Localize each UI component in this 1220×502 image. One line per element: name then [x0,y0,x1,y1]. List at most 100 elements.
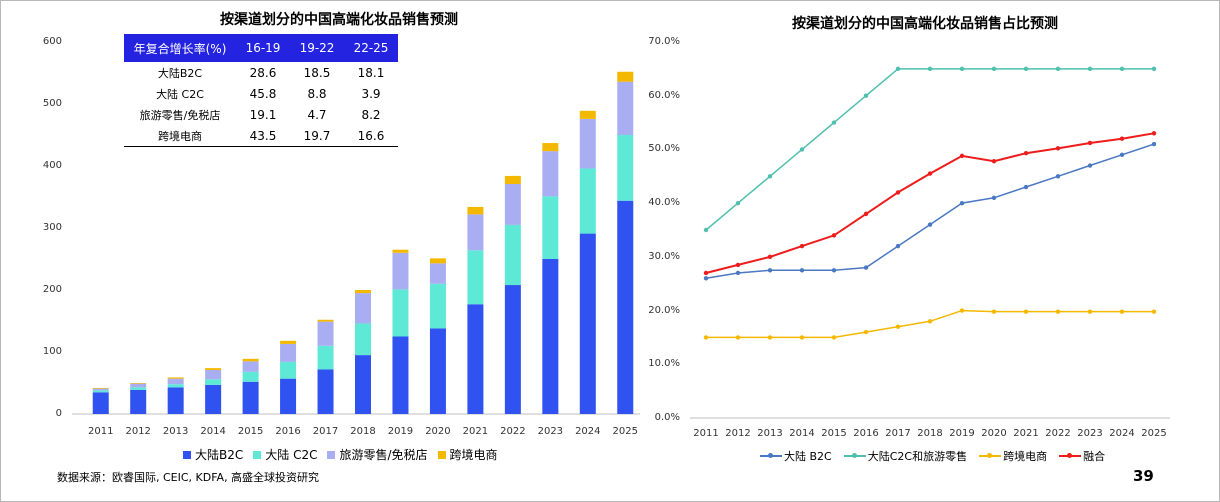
bar-segment [579,110,596,119]
bar-segment [242,361,259,372]
bar-segment [130,389,147,414]
x-tick-label: 2020 [981,428,1007,439]
x-tick-label: 2016 [853,428,879,439]
legend-item: 大陆 C2C [253,446,317,463]
x-tick-label: 2011 [87,426,114,437]
data-point [1055,309,1061,314]
bar-segment [429,328,446,414]
data-point [863,329,869,335]
data-point [991,159,997,164]
y-tick-label: 70.0% [648,36,680,47]
right-chart-title: 按渠道划分的中国高端化妆品销售占比预测 [792,16,1058,32]
bar-segment [130,387,147,390]
bar-segment [355,355,371,414]
bar-segment [467,250,484,305]
data-point [703,270,709,276]
data-point [1087,140,1093,146]
x-tick-label: 2014 [789,428,815,439]
bar-segment [280,361,297,379]
data-point [767,268,773,273]
bar-segment [617,135,634,201]
bar-segment [92,387,109,389]
bar-segment [504,224,521,286]
legend-label: 跨境电商 [1003,450,1048,463]
data-point [767,335,773,340]
legend-label: 大陆 C2C [265,448,318,462]
legend-item: 跨境电商 [979,448,1047,464]
data-point [1087,309,1093,314]
legend-item: 大陆C2C和旅游零售 [843,448,967,464]
legend-marker [979,452,1002,460]
legend-swatch [253,450,262,459]
cagr-cell: 16.6 [344,125,398,147]
data-point [831,335,837,340]
bar-segment [242,358,259,362]
bar-segment [504,175,521,184]
bar-segment [92,388,109,391]
bar-segment [617,81,634,135]
bar-segment [205,384,222,414]
data-point [1119,136,1125,141]
y-tick-label: 600 [42,36,62,47]
data-point [1119,66,1125,72]
bar-segment [355,293,371,324]
cagr-header-label: 年复合增长率(%) [124,34,236,62]
cagr-row-label: 大陆 C2C [156,87,204,101]
data-point [735,262,741,268]
x-tick-label: 2024 [575,426,601,437]
cagr-cell: 18.1 [357,65,385,80]
data-point [703,335,709,340]
bar-segment [617,200,634,414]
bar-segment [542,143,559,152]
cagr-cell: 8.2 [361,107,381,122]
data-point [799,147,805,152]
y-tick-label: 200 [42,284,62,295]
x-tick-label: 2015 [237,426,264,437]
cagr-table: 年复合增长率(%) 16-19 19-22 22-25 大陆B2C 28.6 1… [124,34,398,147]
bar-segment [467,304,484,414]
bar-segment [392,249,409,253]
legend-swatch [183,450,191,459]
bar-segment [167,377,184,379]
y-tick-label: 40.0% [648,197,680,209]
data-point [1023,150,1029,156]
x-tick-label: 2014 [200,426,226,437]
y-tick-label: 60.0% [648,89,680,101]
data-point [959,153,965,159]
data-point [799,268,805,273]
x-tick-label: 2017 [312,426,339,437]
bar-segment [167,378,184,385]
bar-segment [280,340,297,344]
cagr-cell: 8.8 [307,86,327,101]
x-tick-label: 2023 [1077,428,1103,439]
legend-marker [1059,452,1082,460]
cagr-row-label: 旅游零售/免税店 [139,108,221,122]
data-point [991,309,997,314]
cagr-header-period: 16-19 [236,34,290,62]
data-point [863,211,869,217]
bar-segment [167,387,184,414]
data-point [799,335,805,340]
cagr-table-row: 大陆 C2C 45.8 8.8 3.9 [124,83,398,104]
bar-segment [317,319,334,322]
bar-segment [467,206,484,215]
x-tick-label: 2013 [757,428,783,439]
x-tick-label: 2019 [949,428,975,439]
data-point [831,268,837,273]
data-point [895,243,901,249]
y-tick-label: 0.0% [654,412,680,423]
bar-segment [429,283,446,329]
x-tick-label: 2011 [693,428,719,439]
left-legend: 大陆B2C 大陆 C2C 旅游零售/免税店 跨境电商 [183,446,508,463]
left-chart-title: 按渠道划分的中国高端化妆品销售预测 [220,12,458,28]
series-line [706,309,1154,339]
right-legend: 大陆 B2C 大陆C2C和旅游零售 跨境电商 融合 [760,448,1117,464]
data-point [1119,152,1125,157]
source-note: 数据来源：欧睿国际, CEIC, KDFA, 高盛全球投资研究 [57,471,320,484]
cagr-table-row: 大陆B2C 28.6 18.5 18.1 [124,62,398,83]
bar-segment [92,390,109,393]
legend-item: 旅游零售/免税店 [327,446,428,463]
data-point [831,120,837,125]
